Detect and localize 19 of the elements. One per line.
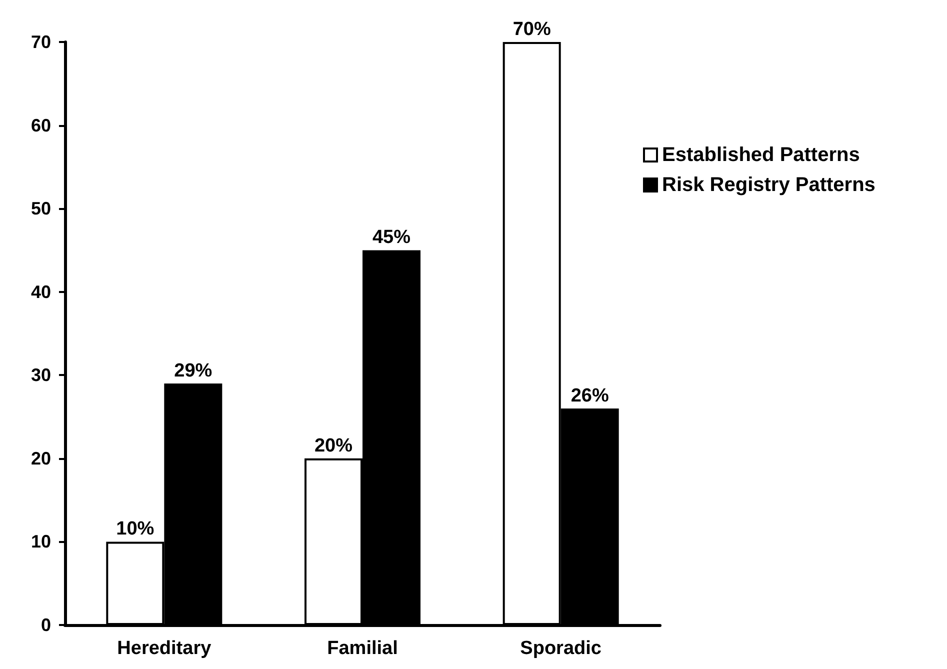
data-label: 20% (314, 435, 353, 456)
y-tick-label: 0 (40, 615, 51, 635)
data-label: 45% (372, 227, 411, 248)
y-tick-label: 60 (30, 115, 51, 136)
data-label: 70% (512, 19, 551, 40)
data-label: 10% (116, 518, 154, 540)
y-tick-label: 20 (30, 448, 51, 468)
y-tick-label: 70 (30, 32, 51, 52)
legend-label: Established Patterns (662, 144, 860, 166)
x-tick-label: Sporadic (520, 638, 602, 659)
y-tick-label: 40 (30, 282, 51, 302)
data-label: 26% (570, 385, 609, 406)
y-tick-label: 10 (30, 532, 51, 552)
x-tick-label: Familial (327, 638, 398, 659)
data-label: 29% (174, 360, 212, 382)
y-tick-label: 30 (30, 365, 51, 386)
legend-label: Risk Registry Patterns (662, 174, 876, 196)
x-tick-label: Hereditary (117, 638, 212, 659)
y-tick-label: 50 (30, 198, 51, 219)
